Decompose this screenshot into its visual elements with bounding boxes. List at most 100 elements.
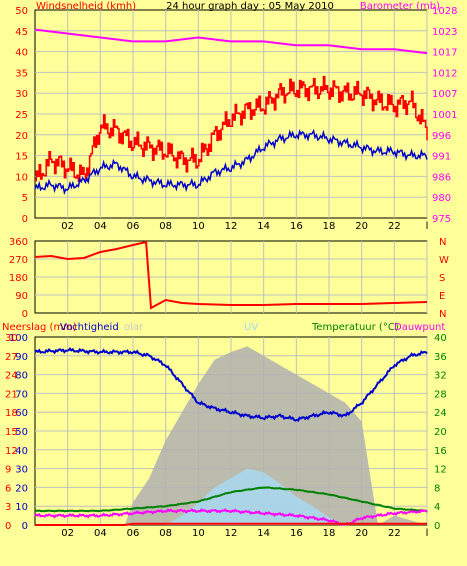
wind-y-tick: 10 bbox=[15, 172, 28, 183]
rain-line bbox=[35, 522, 427, 526]
wind-y-tick: 45 bbox=[15, 27, 28, 38]
humidity-y-tick: 20 bbox=[15, 483, 28, 494]
x-tick-label: 10 bbox=[192, 221, 205, 232]
rain-y-tick: 27 bbox=[5, 352, 18, 363]
x-tick-label: 16 bbox=[290, 528, 303, 539]
rain-y-tick: 21 bbox=[5, 389, 18, 400]
humidity-axis-title: Vochtigheid bbox=[60, 322, 119, 333]
temperature-line bbox=[34, 486, 428, 513]
x-tick-label: 14 bbox=[257, 528, 270, 539]
humidity-y-tick: 30 bbox=[15, 465, 28, 476]
temperature-y-tick: 36 bbox=[434, 352, 447, 363]
wind-y-tick: 30 bbox=[15, 89, 28, 100]
temperature-y-tick: 24 bbox=[434, 408, 447, 419]
compass-letter: N bbox=[439, 237, 446, 248]
uv-title: UV bbox=[244, 322, 258, 333]
wind-y-tick: 15 bbox=[15, 152, 28, 163]
compass-letter: E bbox=[439, 291, 445, 302]
temperature-y-tick: 0 bbox=[434, 521, 440, 532]
wind-gust-line bbox=[35, 75, 428, 182]
dewpoint-line bbox=[34, 508, 428, 527]
wind-y-tick: 5 bbox=[22, 193, 28, 204]
solar-title: olar bbox=[124, 322, 144, 333]
x-tick-label: 02 bbox=[61, 221, 74, 232]
wind-y-tick: 50 bbox=[15, 6, 28, 17]
humidity-y-tick: 90 bbox=[15, 352, 28, 363]
x-tick-label: 18 bbox=[323, 221, 336, 232]
pressure-y-tick: 1023 bbox=[432, 27, 457, 38]
x-tick-label: 18 bbox=[323, 528, 336, 539]
pressure-y-tick: 975 bbox=[432, 214, 451, 225]
pressure-y-tick: 980 bbox=[432, 193, 451, 204]
solar-area bbox=[124, 346, 428, 525]
direction-y-tick: 360 bbox=[9, 237, 28, 248]
x-tick-label: 12 bbox=[225, 528, 238, 539]
wind-y-tick: 35 bbox=[15, 68, 28, 79]
compass-letter: N bbox=[439, 309, 446, 320]
pressure-y-tick: 1028 bbox=[432, 6, 457, 17]
axis-labels: 02 04 06 08 10 12 14 16 18 20 22 l02 04 06 08 10 12 14 16 1… bbox=[5, 6, 457, 539]
pressure-y-tick: 991 bbox=[432, 152, 451, 163]
x-tick-label: 22 bbox=[388, 221, 401, 232]
chart-title: 24 hour graph day : 05 May 2010 bbox=[166, 1, 334, 12]
pressure-y-tick: 1007 bbox=[432, 89, 457, 100]
pressure-y-tick: 986 bbox=[432, 172, 451, 183]
temperature-y-tick: 32 bbox=[434, 371, 447, 382]
rain-y-tick: 0 bbox=[5, 521, 11, 532]
rain-y-tick: 30 bbox=[5, 333, 18, 344]
wind-y-tick: 40 bbox=[15, 48, 28, 59]
rain-y-tick: 15 bbox=[5, 427, 18, 438]
pressure-line bbox=[34, 28, 428, 55]
humidity-y-tick: 80 bbox=[15, 371, 28, 382]
humidity-y-tick: 100 bbox=[9, 333, 28, 344]
x-tick-label: 08 bbox=[159, 221, 172, 232]
temperature-y-tick: 40 bbox=[434, 333, 447, 344]
x-tick-label: 06 bbox=[127, 221, 140, 232]
temperature-axis-title: Temperatuur (°C) bbox=[311, 322, 399, 333]
wind-y-tick: 0 bbox=[22, 214, 28, 225]
rain-y-tick: 18 bbox=[5, 408, 18, 419]
humidity-y-tick: 40 bbox=[15, 446, 28, 457]
rain-y-tick: 24 bbox=[5, 371, 18, 382]
wind-axis-title: Windsnelheid (kmh) bbox=[36, 1, 136, 12]
temperature-y-tick: 12 bbox=[434, 465, 447, 476]
wind-direction-line bbox=[34, 240, 428, 310]
x-tick-label: 04 bbox=[94, 528, 107, 539]
rain-y-tick: 6 bbox=[5, 483, 11, 494]
wind-average-line bbox=[34, 128, 428, 196]
compass-letter: W bbox=[439, 255, 449, 266]
direction-y-tick: 90 bbox=[15, 291, 28, 302]
pressure-axis-title: Barometer (mb) bbox=[360, 1, 440, 12]
humidity-y-tick: 50 bbox=[15, 427, 28, 438]
humidity-line bbox=[34, 347, 428, 423]
direction-y-tick: 270 bbox=[9, 255, 28, 266]
x-tick-label: 08 bbox=[159, 528, 172, 539]
pressure-y-tick: 1001 bbox=[432, 110, 457, 121]
x-tick-label: 02 bbox=[61, 528, 74, 539]
dewpoint-title: Dauwpunt bbox=[394, 322, 445, 333]
rain-axis-title: Neerslag (mm) bbox=[2, 322, 77, 333]
direction-y-tick: 180 bbox=[9, 273, 28, 284]
temperature-y-tick: 20 bbox=[434, 427, 447, 438]
x-tick-label: 20 bbox=[355, 221, 368, 232]
plot-layer bbox=[34, 28, 428, 527]
temperature-y-tick: 28 bbox=[434, 389, 447, 400]
humidity-y-tick: 10 bbox=[15, 502, 28, 513]
x-tick-label: 22 bbox=[388, 528, 401, 539]
x-tick-label: 10 bbox=[192, 528, 205, 539]
x-tick-label: 04 bbox=[94, 221, 107, 232]
rain-y-tick: 3 bbox=[5, 502, 11, 513]
pressure-y-tick: 1012 bbox=[432, 68, 457, 79]
x-tick-label: 14 bbox=[257, 221, 270, 232]
rain-y-tick: 9 bbox=[5, 465, 11, 476]
compass-letter: S bbox=[439, 273, 445, 284]
wind-y-tick: 20 bbox=[15, 131, 28, 142]
x-tick-label: 20 bbox=[355, 528, 368, 539]
direction-y-tick: 0 bbox=[22, 309, 28, 320]
x-tick-label: 12 bbox=[225, 221, 238, 232]
temperature-y-tick: 4 bbox=[434, 502, 440, 513]
pressure-y-tick: 1017 bbox=[432, 48, 457, 59]
x-tick-label: 06 bbox=[127, 528, 140, 539]
